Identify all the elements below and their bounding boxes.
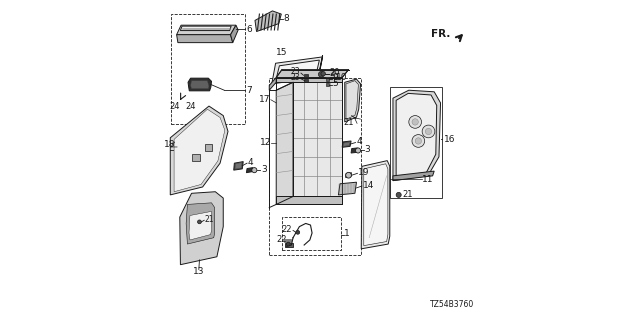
Polygon shape bbox=[235, 163, 242, 169]
Bar bbox=[171, 14, 246, 124]
Polygon shape bbox=[174, 109, 225, 192]
Polygon shape bbox=[351, 148, 357, 153]
Polygon shape bbox=[346, 173, 352, 178]
Polygon shape bbox=[177, 25, 236, 35]
Polygon shape bbox=[326, 77, 329, 81]
Polygon shape bbox=[230, 25, 238, 43]
Text: 21: 21 bbox=[343, 118, 354, 127]
Circle shape bbox=[346, 172, 351, 178]
Text: 5: 5 bbox=[333, 79, 339, 88]
Circle shape bbox=[422, 125, 435, 138]
Polygon shape bbox=[284, 239, 291, 243]
Text: 22: 22 bbox=[282, 225, 292, 234]
Polygon shape bbox=[170, 106, 228, 195]
Polygon shape bbox=[234, 162, 243, 170]
Polygon shape bbox=[186, 203, 214, 244]
Text: 2: 2 bbox=[330, 68, 335, 77]
Circle shape bbox=[409, 116, 422, 128]
Text: 23: 23 bbox=[290, 73, 300, 82]
Polygon shape bbox=[304, 79, 308, 82]
Circle shape bbox=[252, 168, 257, 173]
Text: 15: 15 bbox=[276, 48, 288, 57]
Text: 21: 21 bbox=[403, 190, 413, 199]
Polygon shape bbox=[361, 161, 390, 249]
Polygon shape bbox=[319, 55, 323, 77]
Text: 13: 13 bbox=[193, 267, 205, 276]
Text: 12: 12 bbox=[259, 138, 271, 147]
Circle shape bbox=[356, 148, 360, 153]
Text: 22: 22 bbox=[277, 236, 287, 244]
Polygon shape bbox=[189, 212, 211, 240]
Polygon shape bbox=[346, 81, 358, 119]
Polygon shape bbox=[180, 26, 231, 31]
Polygon shape bbox=[303, 74, 308, 77]
Circle shape bbox=[426, 128, 431, 135]
Bar bbox=[282, 217, 340, 251]
Text: 21: 21 bbox=[205, 215, 214, 224]
Text: 17: 17 bbox=[259, 95, 271, 104]
Text: 24: 24 bbox=[170, 101, 180, 111]
Polygon shape bbox=[246, 168, 253, 173]
Text: 10: 10 bbox=[336, 73, 348, 82]
Polygon shape bbox=[188, 78, 211, 91]
Polygon shape bbox=[191, 81, 209, 89]
Text: FR.: FR. bbox=[431, 29, 450, 39]
Text: 14: 14 bbox=[362, 181, 374, 190]
Circle shape bbox=[198, 220, 202, 224]
Text: 11: 11 bbox=[422, 174, 433, 184]
Polygon shape bbox=[393, 90, 440, 180]
Text: 9: 9 bbox=[333, 73, 339, 82]
Text: 19: 19 bbox=[358, 168, 369, 177]
Polygon shape bbox=[269, 77, 276, 90]
Text: 1: 1 bbox=[344, 229, 350, 238]
Text: 6: 6 bbox=[246, 25, 252, 34]
Text: 18: 18 bbox=[164, 140, 175, 148]
Polygon shape bbox=[343, 142, 350, 146]
Polygon shape bbox=[364, 164, 388, 246]
Circle shape bbox=[296, 230, 300, 234]
Polygon shape bbox=[342, 141, 351, 147]
Polygon shape bbox=[396, 93, 436, 177]
Polygon shape bbox=[177, 35, 233, 43]
Circle shape bbox=[412, 135, 425, 147]
Circle shape bbox=[286, 242, 290, 246]
Text: 3: 3 bbox=[261, 165, 267, 174]
Bar bbox=[269, 77, 361, 255]
Polygon shape bbox=[255, 11, 282, 32]
Text: 20: 20 bbox=[330, 68, 340, 77]
Circle shape bbox=[319, 71, 324, 77]
Text: 24: 24 bbox=[185, 102, 196, 111]
Polygon shape bbox=[276, 82, 293, 204]
Polygon shape bbox=[276, 60, 319, 81]
Text: 4: 4 bbox=[356, 137, 362, 147]
Bar bbox=[390, 87, 442, 198]
Polygon shape bbox=[276, 77, 342, 82]
Circle shape bbox=[321, 71, 325, 76]
Text: 23: 23 bbox=[290, 67, 300, 76]
Circle shape bbox=[396, 192, 401, 197]
Polygon shape bbox=[276, 69, 349, 77]
Bar bbox=[205, 144, 212, 151]
Polygon shape bbox=[393, 171, 434, 180]
Text: 4: 4 bbox=[248, 158, 253, 167]
Text: 7: 7 bbox=[246, 86, 252, 95]
Text: 8: 8 bbox=[284, 14, 289, 23]
Polygon shape bbox=[180, 192, 223, 265]
Circle shape bbox=[412, 119, 419, 125]
Polygon shape bbox=[285, 243, 293, 247]
Bar bbox=[193, 154, 200, 161]
Polygon shape bbox=[339, 182, 356, 195]
Polygon shape bbox=[326, 83, 329, 86]
Text: 3: 3 bbox=[364, 145, 370, 154]
Polygon shape bbox=[293, 82, 342, 196]
Polygon shape bbox=[345, 79, 360, 122]
Circle shape bbox=[415, 138, 422, 144]
Polygon shape bbox=[276, 196, 342, 204]
Text: 16: 16 bbox=[444, 135, 456, 144]
Polygon shape bbox=[272, 57, 323, 84]
Text: TZ54B3760: TZ54B3760 bbox=[429, 300, 474, 309]
